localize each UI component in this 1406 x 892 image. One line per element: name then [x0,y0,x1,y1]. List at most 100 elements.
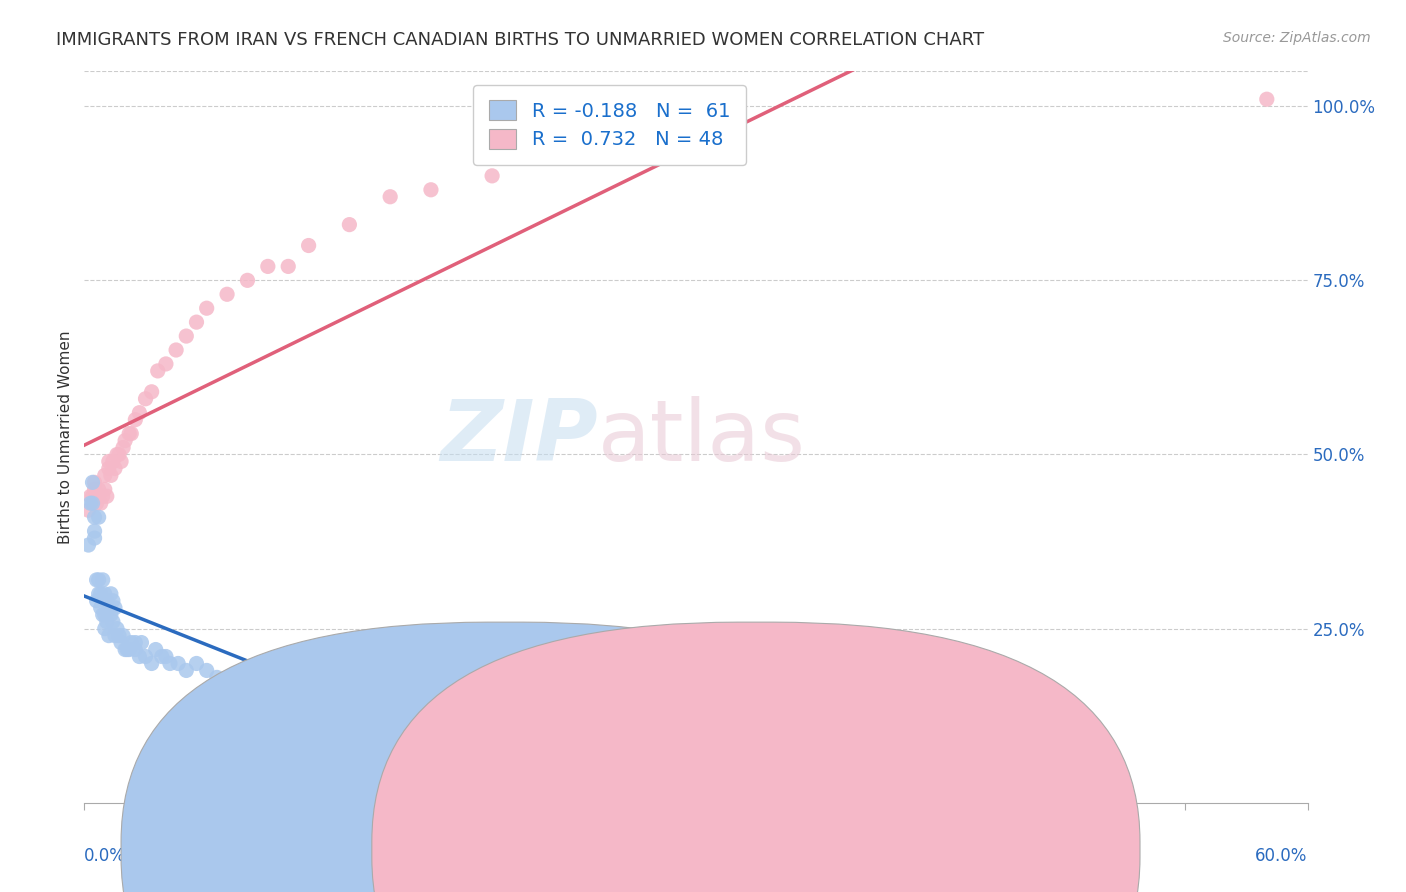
Y-axis label: Births to Unmarried Women: Births to Unmarried Women [58,330,73,544]
Point [118,426,141,441]
Point [226,670,249,684]
Point [86,594,108,608]
Point [135,392,157,406]
Point [114,434,136,448]
Text: Immigrants from Iran: Immigrants from Iran [531,841,693,856]
FancyBboxPatch shape [371,622,1140,892]
Point [93,622,117,636]
Point [159,657,181,671]
Point [141,384,163,399]
Point [118,642,141,657]
Point [186,657,208,671]
Point [257,260,280,274]
Point [124,635,146,649]
Point [100,587,122,601]
Point [101,594,124,608]
Point [101,454,124,468]
Point [176,329,198,343]
Point [481,719,503,733]
Point [93,483,117,497]
Point [97,454,120,468]
Point [339,218,361,232]
Point [624,127,647,141]
Point [97,461,120,475]
Text: IMMIGRANTS FROM IRAN VS FRENCH CANADIAN BIRTHS TO UNMARRIED WOMEN CORRELATION CH: IMMIGRANTS FROM IRAN VS FRENCH CANADIAN … [56,31,984,49]
Point [79,496,101,510]
Text: 0.0%: 0.0% [84,847,127,864]
Point [430,705,453,719]
Point [83,475,105,490]
Point [217,287,239,301]
Point [267,677,290,691]
Point [87,489,110,503]
Point [146,364,169,378]
Point [195,664,218,678]
Point [93,587,117,601]
Point [104,600,127,615]
Point [236,273,259,287]
Point [90,587,112,601]
Point [91,573,114,587]
Point [90,496,112,510]
Point [105,448,128,462]
Point [115,642,138,657]
Point [83,483,105,497]
Point [339,691,361,706]
Point [110,454,132,468]
Point [93,607,117,622]
Point [155,357,177,371]
Point [87,510,110,524]
Point [86,496,108,510]
Point [205,670,228,684]
Point [420,183,443,197]
Point [298,684,321,698]
Point [128,649,150,664]
Point [145,642,167,657]
Point [141,657,163,671]
Point [562,733,585,747]
Point [186,315,208,329]
Point [104,629,127,643]
Text: 60.0%: 60.0% [1256,847,1308,864]
Point [135,649,157,664]
Point [86,573,108,587]
Point [96,489,118,503]
Point [176,664,198,678]
Text: French Canadians: French Canadians [782,841,917,856]
Point [87,587,110,601]
Text: ZIP: ZIP [440,395,598,479]
Point [105,622,128,636]
FancyBboxPatch shape [121,622,889,892]
Point [131,635,153,649]
Point [96,615,118,629]
Point [120,426,142,441]
Point [128,406,150,420]
Point [97,600,120,615]
Point [91,489,114,503]
Point [77,503,100,517]
Point [155,649,177,664]
Point [277,260,299,274]
Point [100,607,122,622]
Point [110,635,132,649]
Point [83,510,105,524]
Point [97,629,120,643]
Point [167,657,190,671]
Point [79,489,101,503]
Point [96,594,118,608]
Point [114,642,136,657]
Point [100,468,122,483]
Point [380,190,402,204]
Point [124,642,146,657]
Point [93,468,117,483]
Point [112,629,135,643]
Point [246,677,269,691]
Point [83,531,105,545]
Legend: R = -0.188   N =  61, R =  0.732   N = 48: R = -0.188 N = 61, R = 0.732 N = 48 [474,85,745,165]
Point [380,698,402,713]
Point [104,461,127,475]
Point [165,343,187,357]
Point [108,629,131,643]
Point [90,600,112,615]
Point [112,441,135,455]
